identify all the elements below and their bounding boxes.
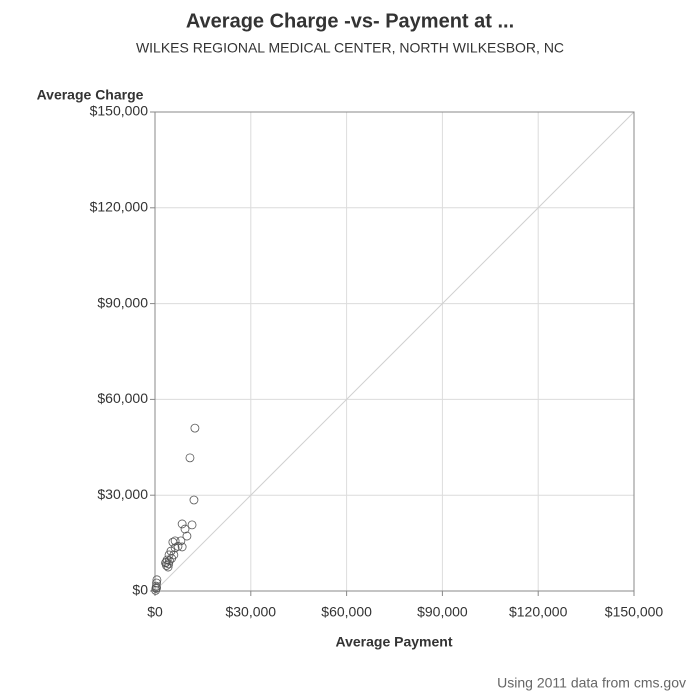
- point: [185, 453, 195, 463]
- x-axis-label: Average Payment: [336, 634, 453, 650]
- point: [167, 554, 177, 563]
- point: [189, 495, 199, 505]
- point: [190, 423, 200, 433]
- x-tick-label: $30,000: [225, 604, 276, 620]
- point: [161, 558, 170, 568]
- y-tick-label: $60,000: [97, 390, 148, 406]
- x-tick-label: $120,000: [509, 604, 568, 620]
- x-tick-label: $90,000: [417, 604, 468, 620]
- point: [182, 531, 192, 541]
- x-tick-label: $60,000: [321, 604, 372, 620]
- x-tick-label: $0: [147, 604, 163, 620]
- chart-subtitle: WILKES REGIONAL MEDICAL CENTER, NORTH WI…: [136, 40, 564, 56]
- y-axis-label: Average Charge: [37, 87, 144, 103]
- footnote: Using 2011 data from cms.gov: [497, 675, 686, 691]
- plot-frame: [154, 111, 635, 592]
- point: [173, 541, 183, 551]
- x-tick-label: $150,000: [605, 604, 664, 620]
- point: [170, 536, 180, 546]
- point: [177, 542, 187, 552]
- y-tick-label: $0: [132, 582, 148, 598]
- point: [177, 519, 187, 529]
- point: [152, 583, 161, 593]
- point: [180, 524, 190, 534]
- point: [164, 559, 174, 569]
- point: [152, 578, 161, 588]
- y-tick-label: $90,000: [97, 294, 148, 310]
- y-tick-label: $120,000: [90, 199, 149, 215]
- point: [187, 520, 197, 530]
- reference-line: [154, 111, 635, 592]
- y-tick-label: $150,000: [90, 103, 149, 119]
- chart-title: Average Charge -vs- Payment at ...: [186, 10, 514, 32]
- y-tick-label: $30,000: [97, 486, 148, 502]
